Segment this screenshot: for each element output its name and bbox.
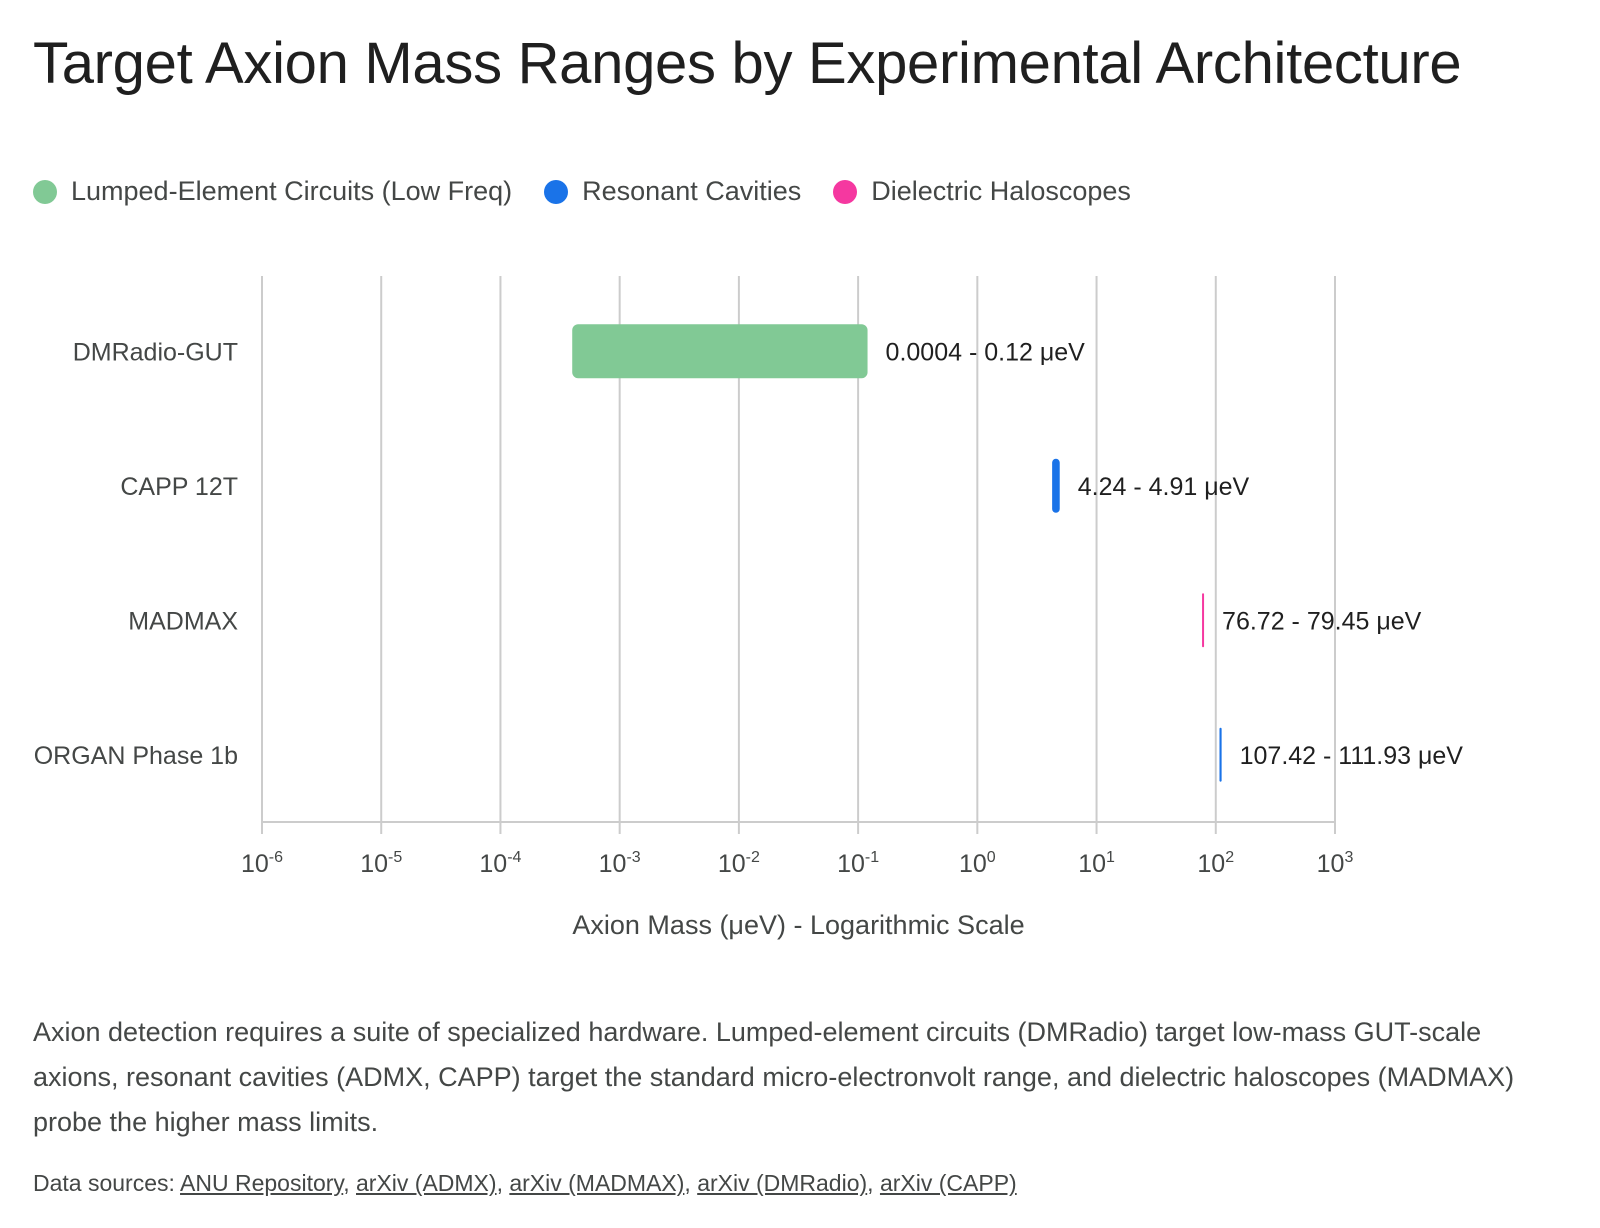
x-tick-label: 10-5 — [360, 849, 402, 878]
source-link-admx[interactable]: arXiv (ADMX) — [356, 1170, 497, 1196]
x-tick-label: 100 — [959, 849, 996, 878]
sources-prefix: Data sources: — [33, 1170, 181, 1196]
data-label: 4.24 - 4.91 μeV — [1078, 473, 1250, 501]
x-tick-label: 103 — [1317, 849, 1354, 878]
data-label: 76.72 - 79.45 μeV — [1222, 607, 1422, 635]
x-axis-label: Axion Mass (μeV) - Logarithmic Scale — [572, 910, 1024, 940]
x-tick-label: 102 — [1197, 849, 1234, 878]
range-bar[interactable] — [1202, 593, 1205, 648]
data-label: 107.42 - 111.93 μeV — [1240, 742, 1464, 770]
y-category-label: DMRadio-GUT — [73, 338, 238, 366]
range-bar[interactable] — [1219, 727, 1222, 782]
x-tick-label: 101 — [1078, 849, 1115, 878]
legend-label-lumped: Lumped-Element Circuits (Low Freq) — [71, 176, 513, 206]
range-bar[interactable] — [572, 324, 868, 379]
source-link-anu[interactable]: ANU Repository — [180, 1170, 344, 1196]
chart-title: Target Axion Mass Ranges by Experimental… — [33, 31, 1462, 96]
legend-label-cavities: Resonant Cavities — [582, 176, 802, 206]
range-chart: 10-6 10-5 10-4 10-3 10-2 10-1 100 101 102 103 Axio… — [34, 276, 1464, 940]
source-link-capp[interactable]: arXiv (CAPP) — [879, 1170, 1017, 1196]
legend: Lumped-Element Circuits (Low Freq) Reson… — [33, 176, 1163, 207]
x-tick-label: 10-6 — [241, 849, 283, 878]
y-category-label: ORGAN Phase 1b — [34, 742, 238, 770]
legend-label-dielectric: Dielectric Haloscopes — [871, 176, 1131, 206]
x-tick-label: 10-1 — [837, 849, 879, 878]
source-link-madmax[interactable]: arXiv (MADMAX) — [509, 1170, 685, 1196]
x-tick-label: 10-2 — [718, 849, 760, 878]
range-bar[interactable] — [1052, 458, 1060, 513]
x-tick-label: 10-4 — [479, 849, 521, 878]
source-link-dmradio[interactable]: arXiv (DMRadio) — [697, 1170, 868, 1196]
legend-item-lumped[interactable]: Lumped-Element Circuits (Low Freq) — [33, 176, 512, 207]
legend-swatch-lumped — [33, 179, 57, 204]
y-category-label: MADMAX — [128, 607, 238, 635]
x-tick-label: 10-3 — [599, 849, 641, 878]
legend-swatch-dielectric — [833, 179, 858, 204]
data-sources: Data sources: ANU Repository, arXiv (ADM… — [33, 1170, 1017, 1196]
chart-description: Axion detection requires a suite of spec… — [33, 1017, 1515, 1137]
legend-swatch-cavities — [544, 179, 569, 204]
legend-item-dielectric[interactable]: Dielectric Haloscopes — [833, 176, 1131, 207]
data-label: 0.0004 - 0.12 μeV — [886, 338, 1086, 366]
legend-item-cavities[interactable]: Resonant Cavities — [544, 176, 801, 207]
y-category-label: CAPP 12T — [120, 473, 238, 501]
